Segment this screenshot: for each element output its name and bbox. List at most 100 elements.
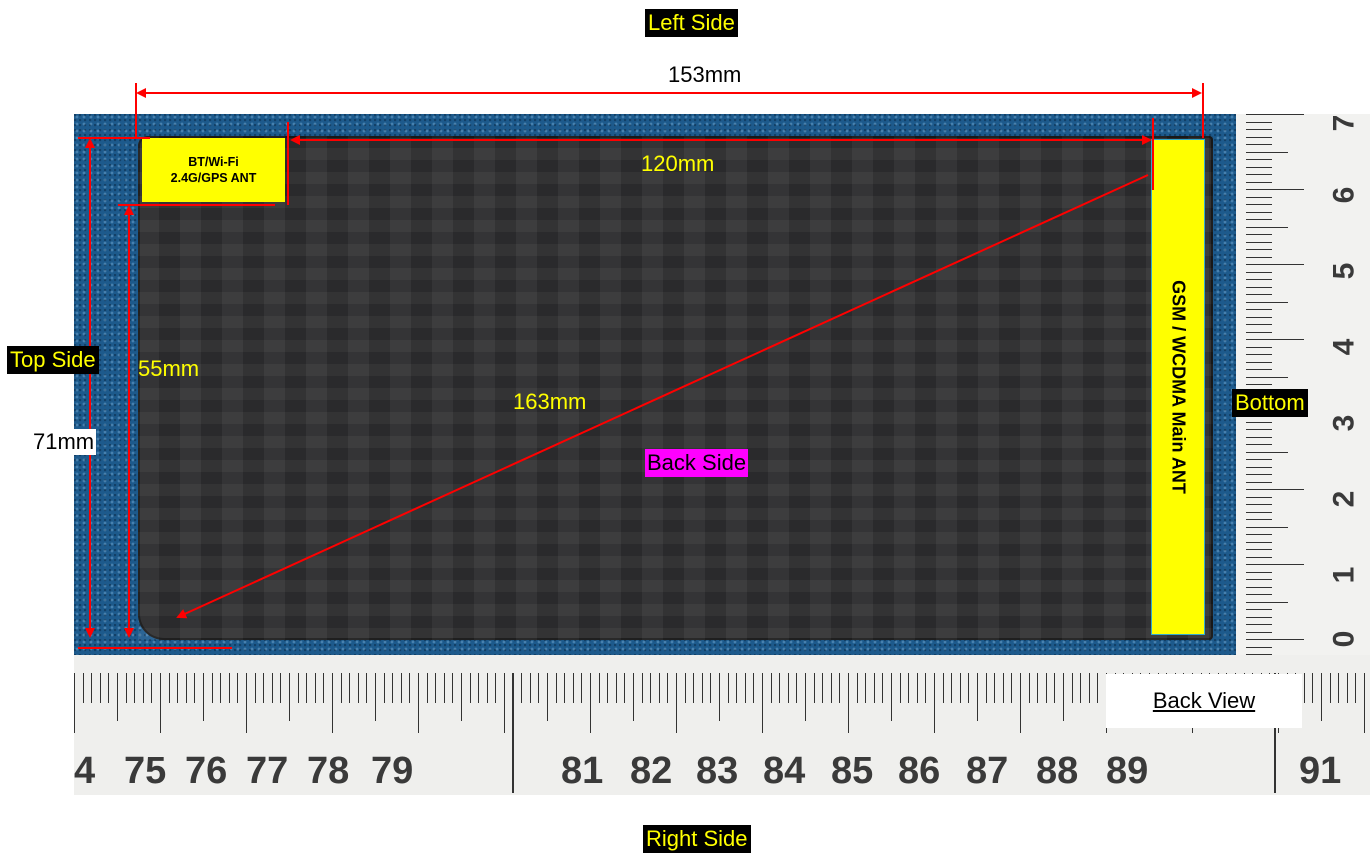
ruler-tick xyxy=(959,673,961,703)
ruler-tick xyxy=(787,673,789,703)
ruler-tick xyxy=(951,673,953,703)
ruler-tick xyxy=(934,673,935,733)
ruler-tick xyxy=(1246,249,1272,250)
ruler-tick xyxy=(779,673,781,703)
ruler-tick xyxy=(142,673,144,703)
ruler-tick xyxy=(521,673,523,703)
ruler-tick xyxy=(74,673,75,733)
ruler-tick xyxy=(581,673,583,703)
ruler-tick xyxy=(1246,466,1272,468)
ruler-tick xyxy=(1246,346,1272,348)
ruler-tick xyxy=(478,673,480,703)
ruler-tick xyxy=(891,673,892,721)
ruler-tick xyxy=(650,673,652,703)
ruler-tick xyxy=(1028,673,1030,703)
ruler-tick xyxy=(1246,234,1272,235)
ruler-number: 88 xyxy=(1036,750,1079,792)
ruler-tick xyxy=(82,673,84,703)
back-view-box: Back View xyxy=(1106,674,1302,728)
diagonal-line xyxy=(176,174,1149,619)
ruler-tick xyxy=(736,673,738,703)
ruler-tick xyxy=(1246,151,1288,153)
top-side-label: Top Side xyxy=(7,346,99,374)
ruler-number: 4 xyxy=(74,750,96,792)
ruler-tick xyxy=(529,673,531,703)
ruler-tick xyxy=(1246,564,1304,565)
ruler-tick xyxy=(925,673,927,703)
ruler-tick xyxy=(1002,673,1004,703)
ruler-tick xyxy=(306,673,308,703)
ruler-tick xyxy=(1246,459,1272,460)
ruler-tick xyxy=(1246,301,1288,303)
ruler-tick xyxy=(99,673,101,703)
ruler-tick xyxy=(1246,631,1272,633)
ruler-tick xyxy=(1037,673,1039,703)
ruler-tick xyxy=(1246,264,1304,265)
ruler-tick xyxy=(125,673,127,703)
ruler-tick xyxy=(495,673,497,703)
ruler-tick xyxy=(366,673,368,703)
ruler-tick xyxy=(985,673,987,703)
ruler-tick xyxy=(1246,654,1272,655)
inner-width-label: 55mm xyxy=(138,356,200,381)
ruler-tick xyxy=(1246,571,1272,573)
ruler-tick xyxy=(1246,256,1272,258)
ruler-tick xyxy=(1020,673,1021,733)
ruler-tick xyxy=(1011,673,1013,703)
ruler-tick xyxy=(418,673,419,733)
total-length-label: 153mm xyxy=(668,62,742,87)
ruler-tick xyxy=(134,673,136,703)
ruler-tick xyxy=(710,673,712,703)
ruler-tick xyxy=(1329,673,1331,703)
ruler-tick xyxy=(1088,673,1090,703)
ruler-tick xyxy=(1246,114,1304,115)
ruler-tick xyxy=(1246,354,1272,355)
ruler-tick xyxy=(314,673,316,703)
ruler-number: 82 xyxy=(630,750,673,792)
ruler-tick xyxy=(1246,579,1272,580)
ruler-tick xyxy=(856,673,858,703)
ruler-tick xyxy=(908,673,910,703)
ruler-tick xyxy=(1246,556,1272,558)
ruler-tick xyxy=(1246,136,1272,138)
ruler-tick xyxy=(882,673,884,703)
ruler-tick xyxy=(349,673,351,703)
ruler-tick xyxy=(865,673,867,703)
ruler-tick xyxy=(1246,586,1272,588)
ruler-number: 85 xyxy=(831,750,874,792)
ruler-tick xyxy=(1246,121,1272,123)
ruler-number: 91 xyxy=(1299,750,1342,792)
ruler-tick xyxy=(667,673,669,703)
ruler-tick xyxy=(1364,673,1365,733)
ruler-tick xyxy=(469,673,471,703)
ruler-tick xyxy=(1246,534,1272,535)
ruler-tick xyxy=(916,673,918,703)
ruler-number: 81 xyxy=(561,750,604,792)
ruler-tick xyxy=(762,673,763,733)
ruler-tick xyxy=(185,673,187,703)
ruler-tick xyxy=(753,673,755,703)
ruler-number: 77 xyxy=(246,750,289,792)
ruler-tick xyxy=(486,673,488,703)
ruler-number: 83 xyxy=(696,750,739,792)
ruler-tick xyxy=(263,673,265,703)
ruler-tick xyxy=(168,673,170,703)
ruler-major-divider xyxy=(1274,673,1276,793)
ruler-tick xyxy=(1246,294,1272,295)
ruler-tick xyxy=(452,673,454,703)
ruler-tick xyxy=(1303,673,1305,703)
ruler-tick xyxy=(504,673,505,733)
total-width-label: 71mm xyxy=(31,429,97,455)
ruler-tick xyxy=(194,673,196,703)
ruler-tick xyxy=(211,673,213,703)
ruler-tick xyxy=(564,673,566,703)
ruler-tick xyxy=(1312,673,1314,703)
ruler-tick xyxy=(1246,511,1272,513)
ruler-tick xyxy=(246,673,247,733)
ruler-tick xyxy=(641,673,643,703)
ruler-tick xyxy=(1246,429,1272,430)
ruler-tick xyxy=(590,673,591,733)
ruler-tick xyxy=(1063,673,1064,721)
ruler-tick xyxy=(375,673,376,721)
